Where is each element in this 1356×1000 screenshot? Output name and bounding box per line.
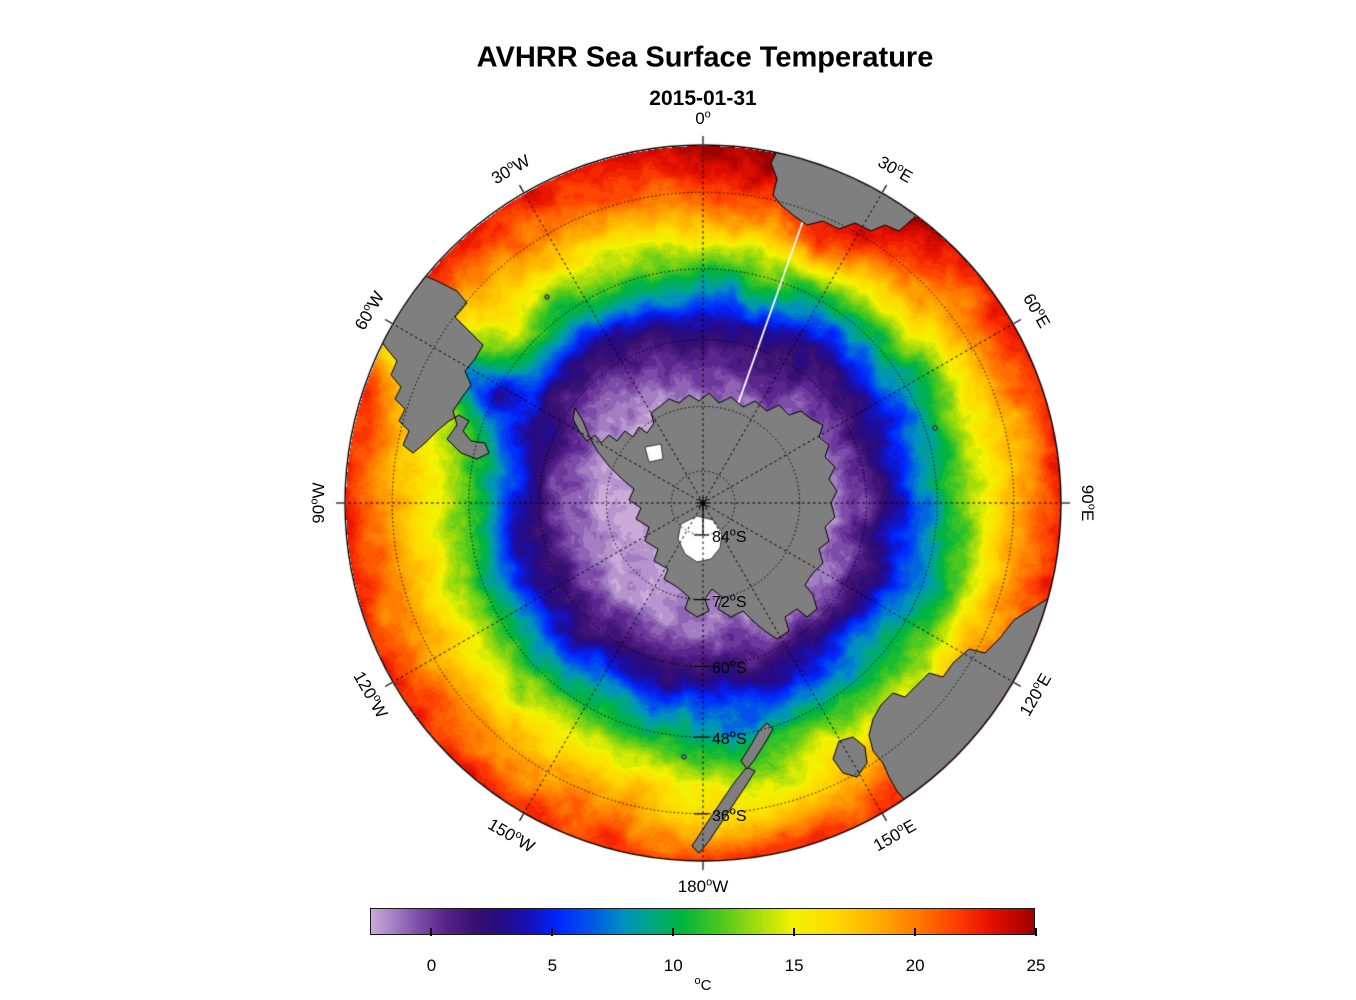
colorbar-unit-label: oC bbox=[694, 975, 712, 995]
colorbar-tick bbox=[793, 928, 796, 936]
colorbar-tick bbox=[914, 928, 917, 936]
colorbar-tick bbox=[551, 928, 554, 936]
colorbar-tick bbox=[672, 928, 675, 936]
colorbar-tick-label: 15 bbox=[784, 956, 804, 975]
colorbar-tick-label: 10 bbox=[663, 956, 683, 975]
colorbar-tick-label: 5 bbox=[547, 956, 558, 975]
colorbar: oC 0 5 10 15 20 25 bbox=[370, 908, 1045, 994]
figure-date: 2015-01-31 bbox=[649, 87, 757, 110]
colorbar-tick-label: 25 bbox=[1026, 956, 1046, 975]
colorbar-gradient bbox=[371, 909, 1034, 934]
colorbar-tick-label: 20 bbox=[905, 956, 925, 975]
figure-title: AVHRR Sea Surface Temperature bbox=[476, 41, 934, 74]
colorbar-tick bbox=[430, 928, 433, 936]
colorbar-tick bbox=[1035, 928, 1037, 936]
colorbar-tick-label: 0 bbox=[426, 956, 437, 975]
